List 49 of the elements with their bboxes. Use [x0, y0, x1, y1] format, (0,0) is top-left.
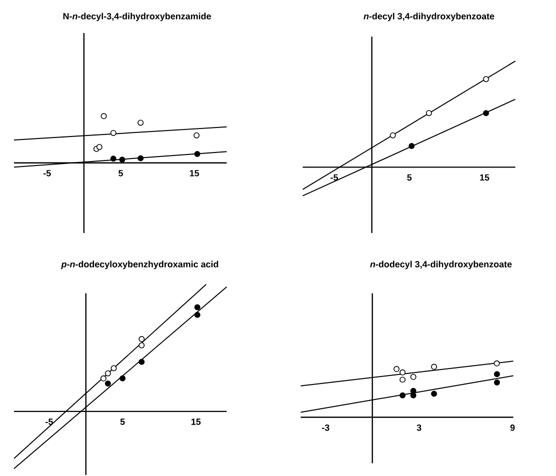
x-tick-label: 15	[480, 174, 490, 181]
x-tick-label: -5	[330, 174, 338, 181]
chart-title: p-n-dodecyloxybenzhydroxamic acid	[61, 260, 218, 270]
x-tick-label: 15	[191, 418, 201, 425]
point	[104, 370, 111, 376]
point	[100, 113, 107, 120]
point	[483, 76, 490, 82]
x-tick-label: 5	[407, 174, 412, 181]
point	[494, 371, 500, 378]
point	[138, 342, 145, 348]
x-tick-label: 9	[510, 424, 515, 431]
chart-title: n-decyl 3,4-dihydroxybenzoate	[364, 12, 494, 22]
point	[400, 392, 406, 398]
x-tick-label: -3	[322, 424, 330, 431]
point	[138, 336, 145, 342]
x-tick-label: -5	[43, 170, 51, 176]
point	[119, 156, 126, 163]
point	[110, 130, 116, 136]
point	[194, 132, 200, 138]
x-tick-label: 15	[190, 170, 200, 176]
point	[483, 110, 490, 116]
point	[138, 155, 144, 162]
point	[194, 151, 200, 158]
point	[390, 132, 396, 138]
point	[400, 376, 406, 383]
point	[96, 144, 102, 150]
point	[104, 380, 111, 386]
x-tick-label: 3	[416, 424, 422, 431]
chart-title: n-dodecyl 3,4-dihydroxybenzoate	[370, 260, 512, 270]
point	[494, 379, 500, 386]
point	[120, 375, 126, 382]
point	[138, 358, 145, 365]
chart-title: N-n-decyl-3,4-dihydroxybenzamide	[63, 12, 211, 22]
point	[194, 312, 200, 318]
point	[400, 369, 406, 376]
point	[410, 374, 416, 380]
point	[394, 366, 400, 372]
point	[426, 110, 432, 116]
point	[408, 142, 415, 149]
point	[110, 365, 117, 372]
x-tick-label: 5	[118, 170, 123, 176]
point	[431, 364, 438, 370]
point	[100, 375, 106, 382]
point	[138, 120, 144, 126]
point	[110, 156, 116, 162]
x-tick-label: 5	[120, 418, 125, 425]
point	[494, 360, 500, 366]
point	[194, 304, 200, 310]
point	[431, 390, 438, 397]
